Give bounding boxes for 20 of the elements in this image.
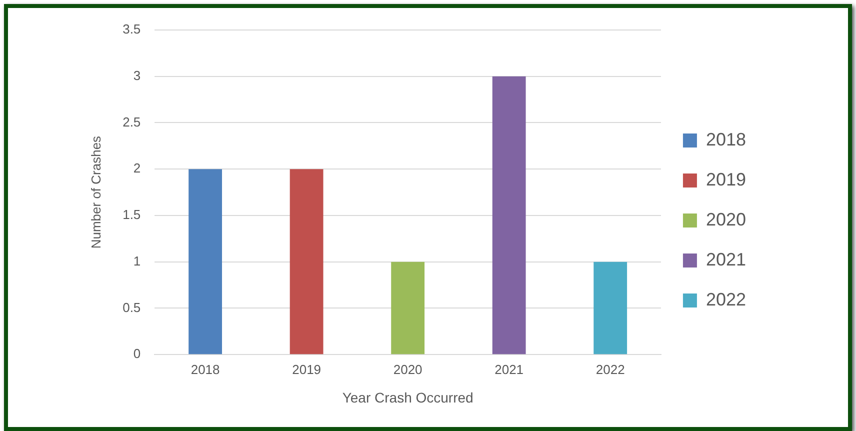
x-tick-label: 2020 bbox=[393, 362, 422, 377]
y-tick-label: 1 bbox=[133, 253, 141, 268]
y-tick-label: 0.5 bbox=[122, 300, 141, 315]
y-tick-label: 2.5 bbox=[122, 114, 141, 130]
legend-label: 2021 bbox=[706, 249, 746, 270]
y-tick-label: 3 bbox=[133, 68, 141, 83]
legend-label: 2022 bbox=[706, 289, 746, 310]
x-tick-label: 2022 bbox=[596, 362, 625, 377]
y-axis-title: Number of Crashes bbox=[88, 135, 104, 249]
legend-label: 2020 bbox=[706, 209, 746, 230]
x-tick-label: 2018 bbox=[190, 362, 220, 377]
legend-label: 2018 bbox=[706, 129, 746, 150]
x-axis-title: Year Crash Occurred bbox=[342, 389, 474, 406]
y-tick-label: 1.5 bbox=[122, 207, 141, 222]
y-tick-label: 2 bbox=[133, 160, 141, 176]
x-tick-label: 2021 bbox=[494, 362, 524, 377]
y-tick-label: 0 bbox=[133, 346, 141, 362]
y-tick-label: 3.5 bbox=[122, 22, 141, 37]
legend-label: 2019 bbox=[706, 169, 746, 190]
x-tick-label: 2019 bbox=[292, 362, 322, 377]
